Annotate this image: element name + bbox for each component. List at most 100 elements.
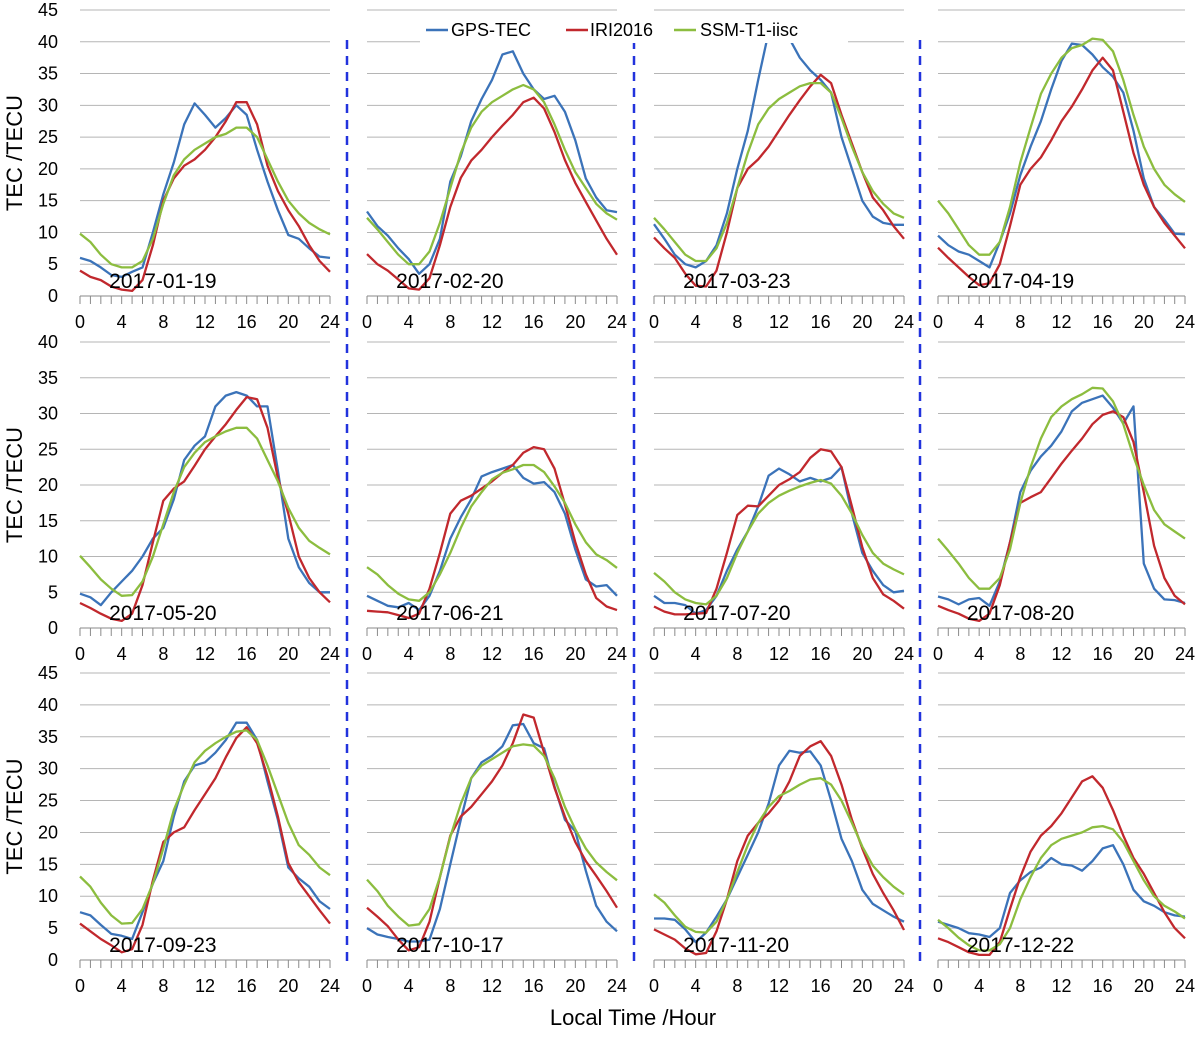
series-line-gps-tec — [937, 394, 1186, 607]
y-tick-label: 40 — [38, 332, 58, 352]
x-tick-label: 16 — [1093, 644, 1113, 664]
series-line-ssm-t1-iisc — [937, 37, 1186, 256]
x-tick-label: 12 — [1051, 976, 1071, 996]
series-line-gps-tec — [654, 749, 905, 944]
panel-2017-06-21: 0 4 8 12 16 20 24 2017-06-21 — [362, 341, 627, 664]
panel-2017-02-20: 0 4 8 12 16 20 24 2017-02-20 — [362, 9, 627, 332]
x-tick-label: 0 — [362, 976, 372, 996]
y-tick-label: 45 — [38, 663, 58, 683]
y-tick-label: 0 — [48, 950, 58, 970]
series-line-gps-tec — [653, 27, 904, 269]
x-tick-label: 16 — [524, 976, 544, 996]
series-line-ssm-t1-iisc — [653, 478, 905, 606]
legend-label: SSM-T1-iisc — [700, 20, 798, 40]
series-line-iri2016 — [366, 445, 618, 620]
series-line-ssm-t1-iisc — [937, 824, 1186, 952]
x-tick-label: 4 — [117, 644, 127, 664]
x-tick-label: 4 — [691, 644, 701, 664]
y-tick-label: 35 — [38, 727, 58, 747]
y-axis-title: TEC /TECU — [2, 758, 27, 874]
y-tick-label: 10 — [38, 886, 58, 906]
x-tick-label: 16 — [1093, 976, 1113, 996]
series-line-ssm-t1-iisc — [79, 126, 331, 269]
x-tick-label: 24 — [894, 976, 914, 996]
x-tick-label: 20 — [1134, 976, 1154, 996]
x-tick-label: 8 — [732, 312, 742, 332]
x-tick-label: 0 — [75, 644, 85, 664]
y-axis-row-2: 0 5 10 15 20 25 30 35 40 TEC /TECU — [2, 332, 58, 638]
y-tick-label: 15 — [38, 854, 58, 874]
y-tick-label: 20 — [38, 822, 58, 842]
x-axis-title: Local Time /Hour — [550, 1005, 716, 1030]
panel-2017-03-23: 0 4 8 12 16 20 24 2017-03-23 — [649, 9, 914, 332]
panel-date-label: 2017-07-20 — [683, 602, 790, 625]
x-tick-label: 24 — [1175, 312, 1195, 332]
panel-date-label: 2017-01-19 — [109, 270, 216, 293]
x-tick-label: 24 — [894, 312, 914, 332]
y-axis-title: TEC /TECU — [2, 427, 27, 543]
series-line-gps-tec — [79, 390, 330, 607]
y-tick-label: 30 — [38, 759, 58, 779]
x-tick-label: 8 — [1015, 312, 1025, 332]
panel-2017-12-22: 0 4 8 12 16 20 24 2017-12-22 — [933, 672, 1195, 996]
x-tick-label: 12 — [195, 644, 215, 664]
y-tick-label: 40 — [38, 695, 58, 715]
x-tick-label: 20 — [852, 976, 872, 996]
y-tick-label: 25 — [38, 439, 58, 459]
y-tick-label: 0 — [48, 286, 58, 306]
x-tick-label: 12 — [482, 312, 502, 332]
y-tick-label: 45 — [38, 0, 58, 20]
x-tick-label: 4 — [974, 644, 984, 664]
y-tick-label: 20 — [38, 475, 58, 495]
x-tick-label: 0 — [649, 312, 659, 332]
x-tick-label: 8 — [732, 644, 742, 664]
x-tick-label: 20 — [278, 312, 298, 332]
x-tick-label: 0 — [933, 644, 943, 664]
x-tick-label: 24 — [1175, 644, 1195, 664]
panel-2017-10-17: 0 4 8 12 16 20 24 2017-10-17 — [362, 672, 627, 996]
legend: GPS-TEC IRI2016 SSM-T1-iisc — [420, 17, 848, 43]
x-tick-label: 12 — [769, 976, 789, 996]
x-tick-label: 20 — [565, 976, 585, 996]
series-line-iri2016 — [366, 713, 618, 952]
x-tick-label: 24 — [607, 312, 627, 332]
panel-date-label: 2017-08-20 — [967, 602, 1074, 625]
x-tick-label: 16 — [1093, 312, 1113, 332]
panel-2017-08-20: 0 4 8 12 16 20 24 2017-08-20 — [933, 341, 1195, 664]
x-tick-label: 16 — [237, 312, 257, 332]
x-tick-label: 20 — [278, 644, 298, 664]
series-line-gps-tec — [937, 844, 1186, 939]
y-tick-label: 25 — [38, 791, 58, 811]
x-tick-label: 0 — [933, 312, 943, 332]
x-tick-label: 20 — [565, 644, 585, 664]
panel-2017-11-20: 0 4 8 12 16 20 24 2017-11-20 — [649, 672, 914, 996]
x-tick-label: 0 — [649, 976, 659, 996]
x-tick-label: 24 — [320, 644, 340, 664]
legend-label: GPS-TEC — [451, 20, 531, 40]
series-line-iri2016 — [653, 448, 905, 616]
x-tick-label: 24 — [607, 976, 627, 996]
x-tick-label: 20 — [1134, 312, 1154, 332]
x-tick-label: 24 — [894, 644, 914, 664]
x-tick-label: 8 — [1015, 644, 1025, 664]
y-tick-label: 25 — [38, 127, 58, 147]
x-tick-label: 20 — [852, 644, 872, 664]
y-tick-label: 15 — [38, 511, 58, 531]
panel-2017-01-19: 0 4 8 12 16 20 24 2017-01-19 — [75, 9, 340, 332]
x-tick-label: 16 — [237, 976, 257, 996]
legend-label: IRI2016 — [590, 20, 653, 40]
series-line-gps-tec — [937, 42, 1186, 269]
y-tick-label: 30 — [38, 95, 58, 115]
panel-date-label: 2017-12-22 — [967, 934, 1074, 957]
series-line-iri2016 — [79, 101, 331, 293]
x-tick-label: 12 — [769, 644, 789, 664]
y-tick-label: 40 — [38, 32, 58, 52]
panel-date-label: 2017-04-19 — [967, 270, 1074, 293]
y-tick-label: 10 — [38, 547, 58, 567]
series-line-ssm-t1-iisc — [366, 83, 618, 266]
y-tick-label: 35 — [38, 64, 58, 84]
series-line-iri2016 — [79, 726, 331, 954]
x-tick-label: 12 — [195, 976, 215, 996]
series-line-iri2016 — [937, 56, 1186, 287]
